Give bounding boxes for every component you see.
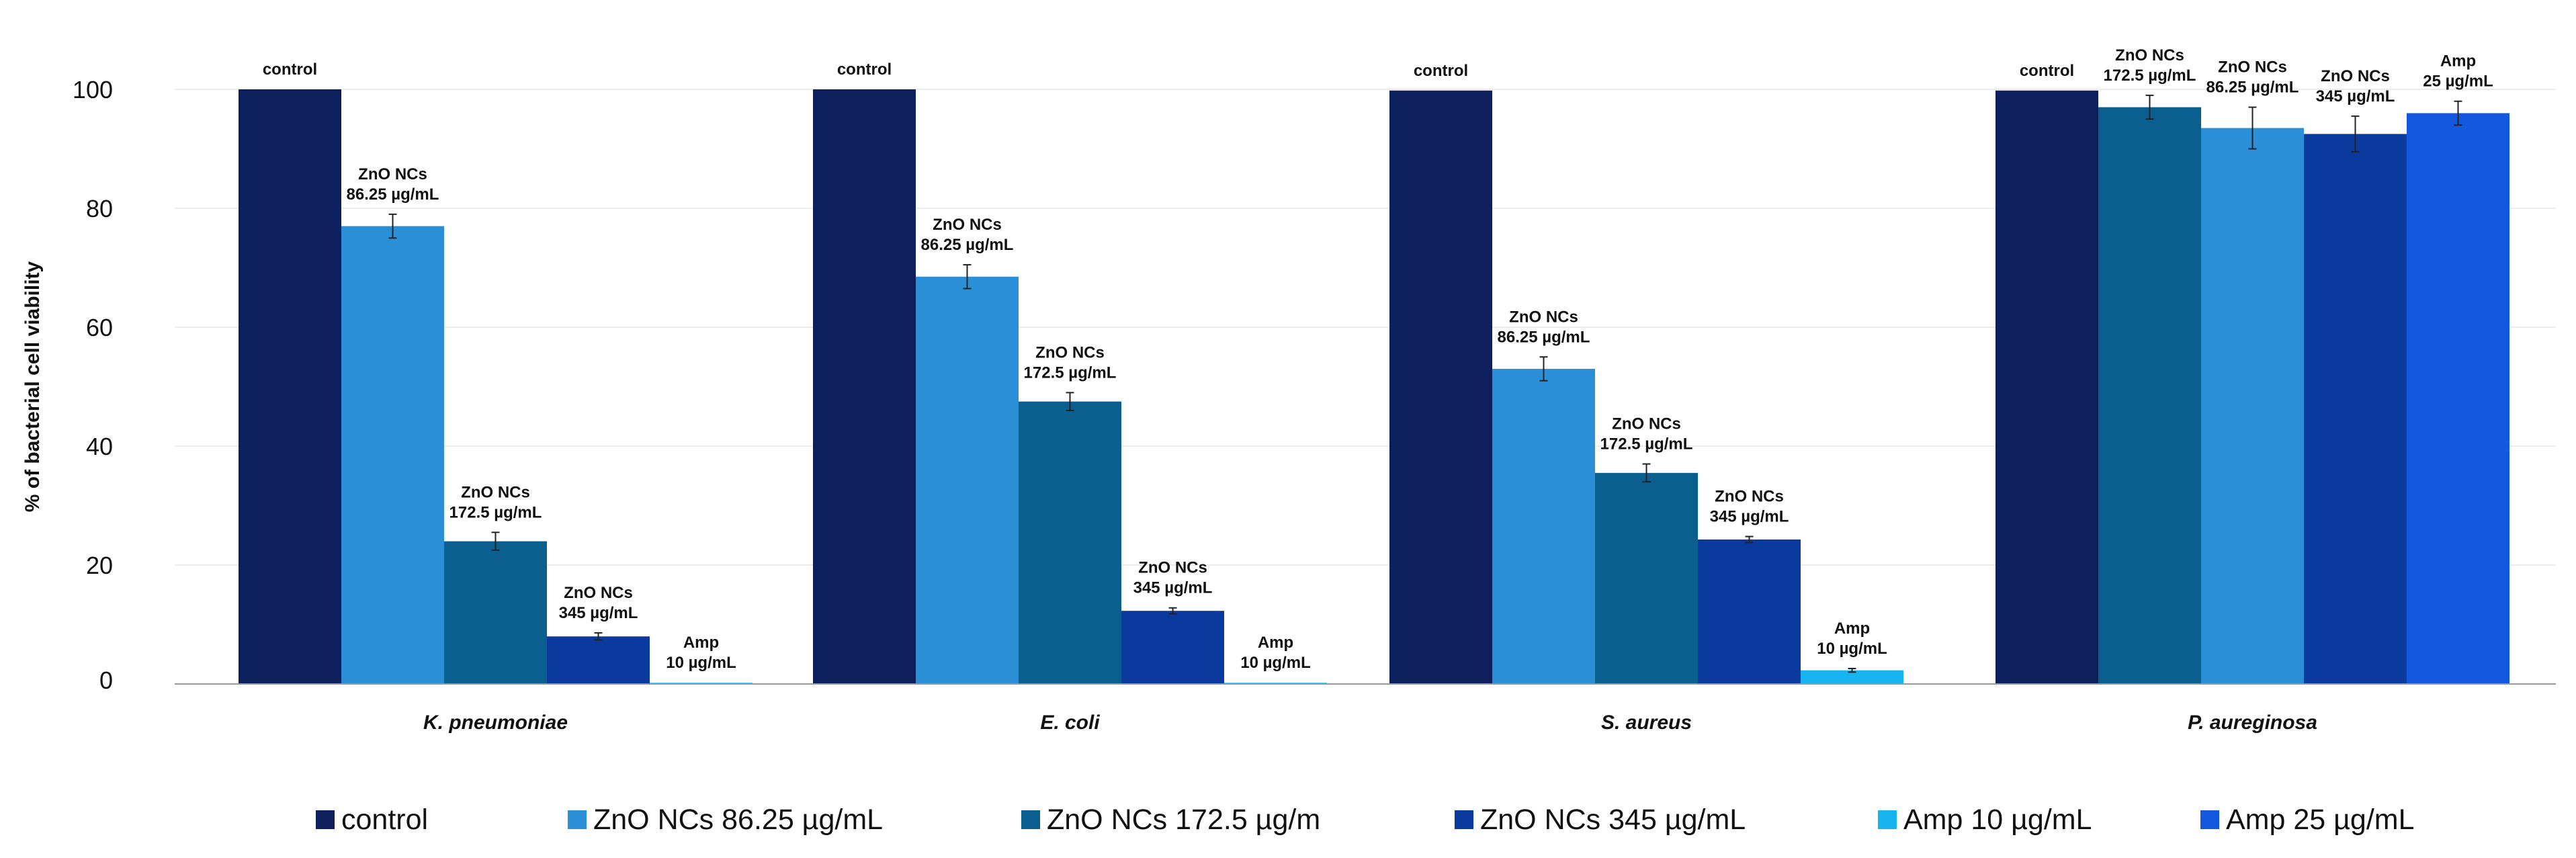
legend-swatch-zno172 — [1021, 810, 1040, 829]
legend-swatch-amp10 — [1878, 810, 1897, 829]
group-label: S. aureus — [1601, 712, 1692, 734]
bar-s-aureus-control — [1389, 90, 1492, 684]
bar-data-label: Amp — [1834, 619, 1870, 638]
y-tick-label: 40 — [86, 433, 113, 460]
legend-label-amp10: Amp 10 µg/mL — [1903, 804, 2092, 836]
bar-data-label: 345 µg/mL — [559, 604, 638, 622]
legend-swatch-control — [316, 810, 335, 829]
bar-data-label: 25 µg/mL — [2423, 73, 2493, 91]
legend-swatch-zno86 — [568, 810, 587, 829]
y-tick-label: 100 — [73, 76, 113, 103]
axes: 0 20 40 60 80 100 % of bacterial cell viabilit… — [22, 76, 2556, 694]
bar-data-label: control — [837, 60, 892, 79]
bar-e-coli-control — [813, 89, 916, 684]
bar-labels: control ZnO NCs 86.25 µg/mL ZnO NCs 172.5 µg… — [263, 46, 2493, 734]
bar-data-label: ZnO NCs — [1138, 559, 1207, 577]
bar-data-label: 86.25 µg/mL — [2206, 79, 2299, 97]
y-tick-label: 60 — [86, 314, 113, 341]
bar-data-label: Amp — [683, 634, 719, 652]
bar-e-coli-zno345 — [1121, 611, 1224, 684]
bar-s-aureus-zno172 — [1595, 472, 1698, 684]
bar-k-pneumoniae-zno345 — [547, 636, 650, 684]
bar-data-label: Amp — [1258, 634, 1293, 652]
bar-data-label: ZnO NCs — [2115, 46, 2184, 65]
bar-data-label: 345 µg/mL — [1133, 579, 1213, 597]
bar-e-coli-zno172 — [1019, 401, 1121, 684]
legend-label-zno86: ZnO NCs 86.25 µg/mL — [593, 804, 883, 836]
legend-swatch-amp25 — [2200, 810, 2219, 829]
bar-s-aureus-amp10 — [1801, 670, 1903, 684]
bar-k-pneumoniae-control — [239, 89, 341, 684]
bar-data-label: control — [1414, 62, 1468, 80]
bar-data-label: Amp — [2440, 52, 2476, 71]
bar-data-label: 10 µg/mL — [666, 654, 736, 672]
bar-data-label: 172.5 µg/mL — [1600, 435, 1693, 454]
bar-s-aureus-zno86 — [1492, 368, 1595, 684]
bar-data-label: 86.25 µg/mL — [1498, 328, 1590, 346]
bar-s-aureus-zno345 — [1698, 539, 1801, 684]
y-axis-label: % of bacterial cell viability — [22, 261, 44, 512]
group-label: K. pneumoniae — [423, 712, 568, 734]
bar-e-coli-zno86 — [916, 276, 1019, 684]
bar-data-label: 172.5 µg/mL — [449, 503, 542, 521]
bar-data-label: ZnO NCs — [461, 483, 530, 501]
legend-swatch-zno345 — [1455, 810, 1473, 829]
bar-data-label: ZnO NCs — [933, 216, 1002, 234]
bar-k-pneumoniae-zno172 — [444, 541, 547, 684]
bar-data-label: ZnO NCs — [564, 584, 633, 602]
legend-label-zno345: ZnO NCs 345 µg/mL — [1480, 804, 1746, 836]
bar-data-label: ZnO NCs — [1715, 488, 1784, 506]
bar-data-label: 86.25 µg/mL — [347, 185, 439, 204]
bar-data-label: ZnO NCs — [1509, 308, 1578, 326]
bar-p-aureginosa-zno172 — [2098, 107, 2201, 685]
group-label: E. coli — [1040, 712, 1100, 734]
legend: control ZnO NCs 86.25 µg/mL ZnO NCs 172.5 … — [316, 804, 2415, 836]
bar-data-label: 86.25 µg/mL — [921, 236, 1014, 254]
bar-data-label: 10 µg/mL — [1240, 654, 1311, 672]
bar-p-aureginosa-zno345 — [2304, 134, 2407, 684]
bar-data-label: ZnO NCs — [1612, 415, 1681, 433]
group-label: P. aureginosa — [2188, 712, 2317, 734]
legend-label-control: control — [341, 804, 428, 836]
bar-data-label: control — [263, 60, 317, 79]
bar-data-label: ZnO NCs — [2321, 67, 2390, 85]
bar-p-aureginosa-amp25 — [2407, 113, 2509, 684]
y-tick-label: 20 — [86, 552, 113, 579]
bar-p-aureginosa-zno86 — [2201, 128, 2304, 684]
bars — [239, 89, 2509, 685]
legend-label-amp25: Amp 25 µg/mL — [2226, 804, 2415, 836]
bar-data-label: 172.5 µg/mL — [2104, 67, 2196, 85]
y-tick-label: 80 — [86, 195, 113, 222]
bar-data-label: 10 µg/mL — [1817, 640, 1887, 658]
bar-k-pneumoniae-zno86 — [341, 226, 444, 684]
legend-label-zno172: ZnO NCs 172.5 µg/m — [1047, 804, 1320, 836]
bar-data-label: 345 µg/mL — [1710, 508, 1789, 526]
bar-data-label: ZnO NCs — [1035, 343, 1105, 361]
bar-data-label: ZnO NCs — [358, 165, 427, 183]
y-tick-label: 0 — [99, 667, 113, 694]
bar-data-label: control — [2020, 62, 2074, 80]
bar-data-label: 345 µg/mL — [2316, 87, 2395, 105]
bar-data-label: 172.5 µg/mL — [1024, 363, 1117, 382]
bar-data-label: ZnO NCs — [2218, 58, 2287, 77]
bar-p-aureginosa-control — [1995, 90, 2098, 684]
